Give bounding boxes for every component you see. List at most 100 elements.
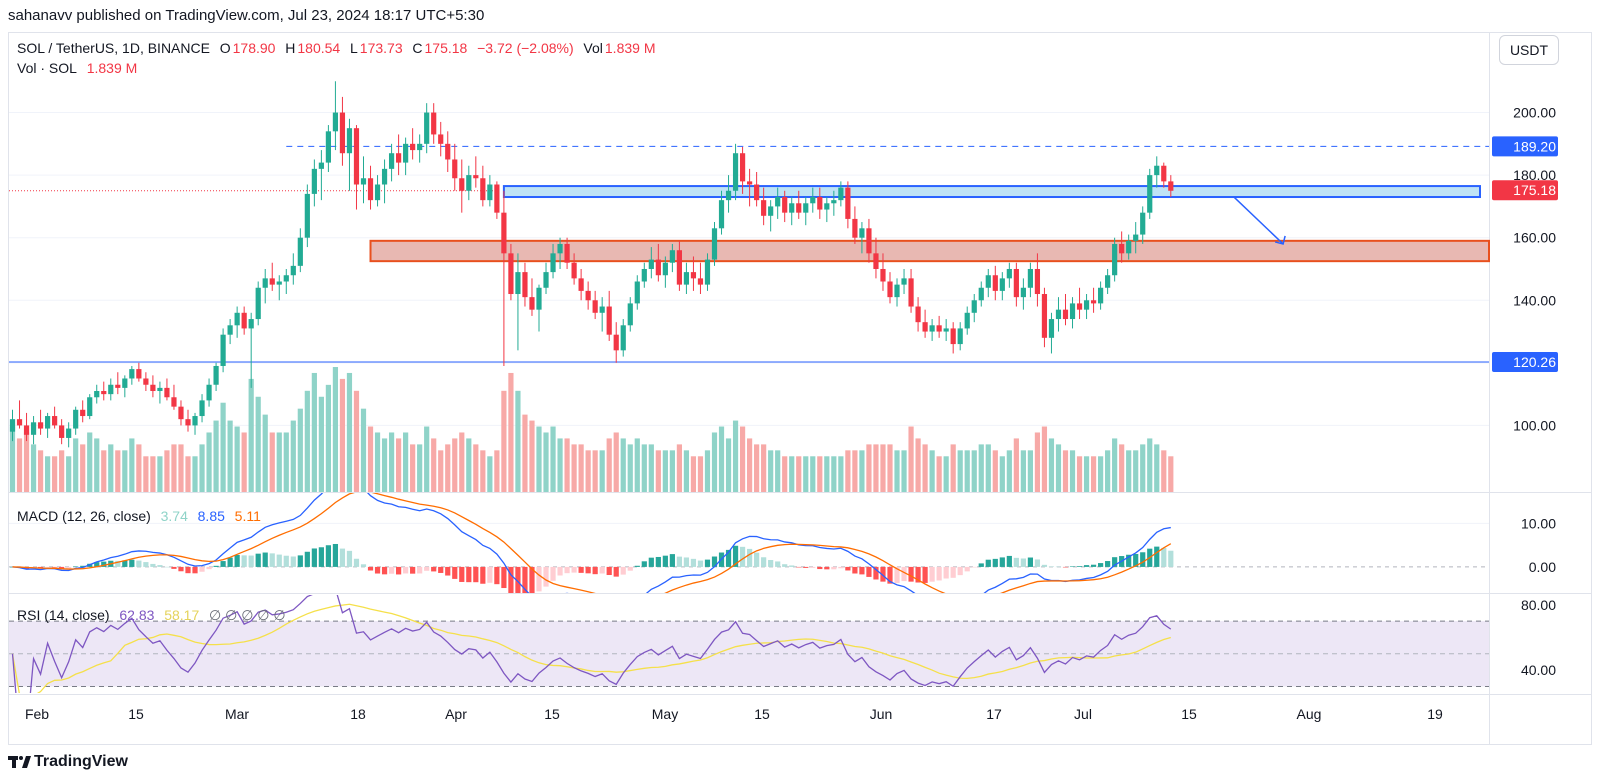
- volume-bar: [824, 456, 830, 492]
- macd-histogram-bar: [1168, 550, 1174, 567]
- rsi-legend[interactable]: RSI (14, close) 62.83 58.17 ∅ ∅ ∅ ∅ ∅: [17, 607, 288, 624]
- candle-body: [732, 153, 739, 191]
- volume-bar: [37, 450, 44, 492]
- volume-bar: [873, 444, 879, 492]
- macd-histogram-bar: [985, 559, 991, 567]
- candle-body: [459, 178, 465, 191]
- candle-body: [1126, 240, 1132, 254]
- time-axis-label: 15: [128, 706, 144, 722]
- macd-histogram-bar: [824, 566, 830, 570]
- candle-body: [578, 278, 584, 291]
- candle-body: [206, 384, 212, 401]
- volume-bar: [52, 456, 58, 492]
- macd-histogram-bar: [599, 566, 605, 574]
- rsi-title: RSI (14, close): [17, 607, 110, 623]
- symbol-legend: SOL / TetherUS, 1D, BINANCE O 178.90 H 180…: [17, 40, 657, 56]
- macd-histogram-bar: [761, 557, 767, 567]
- volume-bar: [424, 426, 430, 492]
- candle-body: [150, 384, 156, 392]
- volume-bar: [396, 438, 402, 492]
- volume-bar: [143, 456, 149, 492]
- symbol-name[interactable]: SOL / TetherUS, 1D, BINANCE: [17, 40, 210, 56]
- macd-histogram-bar: [283, 555, 289, 567]
- time-axis-label: Jun: [870, 706, 893, 722]
- candle-body: [290, 265, 296, 276]
- candle-body: [480, 178, 486, 201]
- macd-histogram-bar: [80, 565, 86, 567]
- volume-bar: [164, 450, 170, 492]
- macd-line-value: 8.85: [197, 508, 225, 524]
- time-axis-label: 15: [754, 706, 770, 722]
- time-axis-label: 18: [350, 706, 366, 722]
- candle-body: [80, 409, 86, 417]
- tradingview-brand[interactable]: TradingView: [34, 753, 128, 770]
- volume-bar: [255, 396, 261, 492]
- candle-body: [1161, 165, 1167, 182]
- macd-histogram-bar: [606, 566, 612, 576]
- volume-bar: [662, 450, 668, 492]
- candle-body: [381, 168, 388, 185]
- volume-bar: [1055, 444, 1062, 492]
- candle-body: [241, 312, 247, 329]
- price-tick-label: 100.00: [1513, 417, 1556, 433]
- candle-body: [185, 419, 191, 426]
- macd-histogram-bar: [1006, 555, 1012, 567]
- macd-legend[interactable]: MACD (12, 26, close) 3.74 8.85 5.11: [17, 508, 263, 524]
- candle-body: [901, 278, 907, 285]
- macd-histogram-bar: [768, 560, 774, 567]
- candle-body: [1041, 294, 1048, 338]
- volume-bar: [915, 438, 921, 492]
- candle-body: [725, 190, 732, 201]
- volume-bar: [1126, 450, 1132, 492]
- macd-histogram-bar: [143, 562, 149, 567]
- candle-body: [613, 334, 619, 351]
- candle-body: [1154, 165, 1160, 176]
- volume-bar: [381, 438, 388, 492]
- volume-legend[interactable]: Vol · SOL 1.839 M: [17, 60, 139, 76]
- volume-bar: [1048, 438, 1055, 492]
- volume-value: 1.839 M: [604, 40, 656, 56]
- volume-bar: [87, 432, 93, 492]
- currency-button[interactable]: USDT: [1499, 35, 1559, 65]
- macd-histogram-bar: [754, 552, 760, 567]
- price-chart[interactable]: 100.00140.00160.00180.00200.00189.20175.…: [9, 33, 1592, 745]
- candle-body: [318, 162, 324, 169]
- macd-line: [12, 493, 1171, 593]
- price-tick-label: 140.00: [1513, 292, 1556, 308]
- volume-bar: [810, 456, 816, 492]
- volume-bar: [459, 432, 465, 492]
- candle-body: [529, 297, 535, 310]
- chart-frame[interactable]: 100.00 140.00 160.00 180.00 200.00 189.20 175.…: [8, 32, 1592, 745]
- volume-bar: [564, 438, 570, 492]
- volume-bar: [129, 438, 135, 492]
- macd-histogram-bar: [94, 562, 100, 567]
- volume-bar: [1020, 450, 1026, 492]
- candle-body: [304, 193, 310, 238]
- volume-bar: [711, 432, 718, 492]
- projection-arrow-head: [1274, 235, 1286, 245]
- volume-bar: [557, 438, 563, 492]
- volume-bar: [725, 438, 732, 492]
- macd-histogram-bar: [908, 566, 914, 582]
- macd-histogram-bar: [669, 554, 675, 567]
- low-value: 173.73: [359, 40, 403, 56]
- macd-histogram-bar: [241, 555, 247, 567]
- macd-histogram-bar: [269, 553, 275, 567]
- macd-histogram-bar: [536, 566, 542, 592]
- macd-histogram-bar: [431, 566, 437, 572]
- candle-body: [129, 369, 135, 379]
- volume-bar: [199, 444, 205, 492]
- volume-label: Vol: [583, 40, 603, 56]
- tradingview-logo-icon[interactable]: [8, 754, 32, 770]
- volume-bar: [985, 444, 991, 492]
- volume-bar: [1161, 450, 1167, 492]
- time-axis-label: Mar: [225, 706, 249, 722]
- candle-body: [73, 409, 79, 429]
- volume-bar: [627, 444, 633, 492]
- candle-body: [262, 278, 268, 288]
- candle-body: [45, 416, 51, 429]
- candle-body: [157, 387, 163, 392]
- macd-histogram-bar: [473, 566, 479, 583]
- candle-body: [831, 200, 837, 204]
- volume-bar: [431, 438, 437, 492]
